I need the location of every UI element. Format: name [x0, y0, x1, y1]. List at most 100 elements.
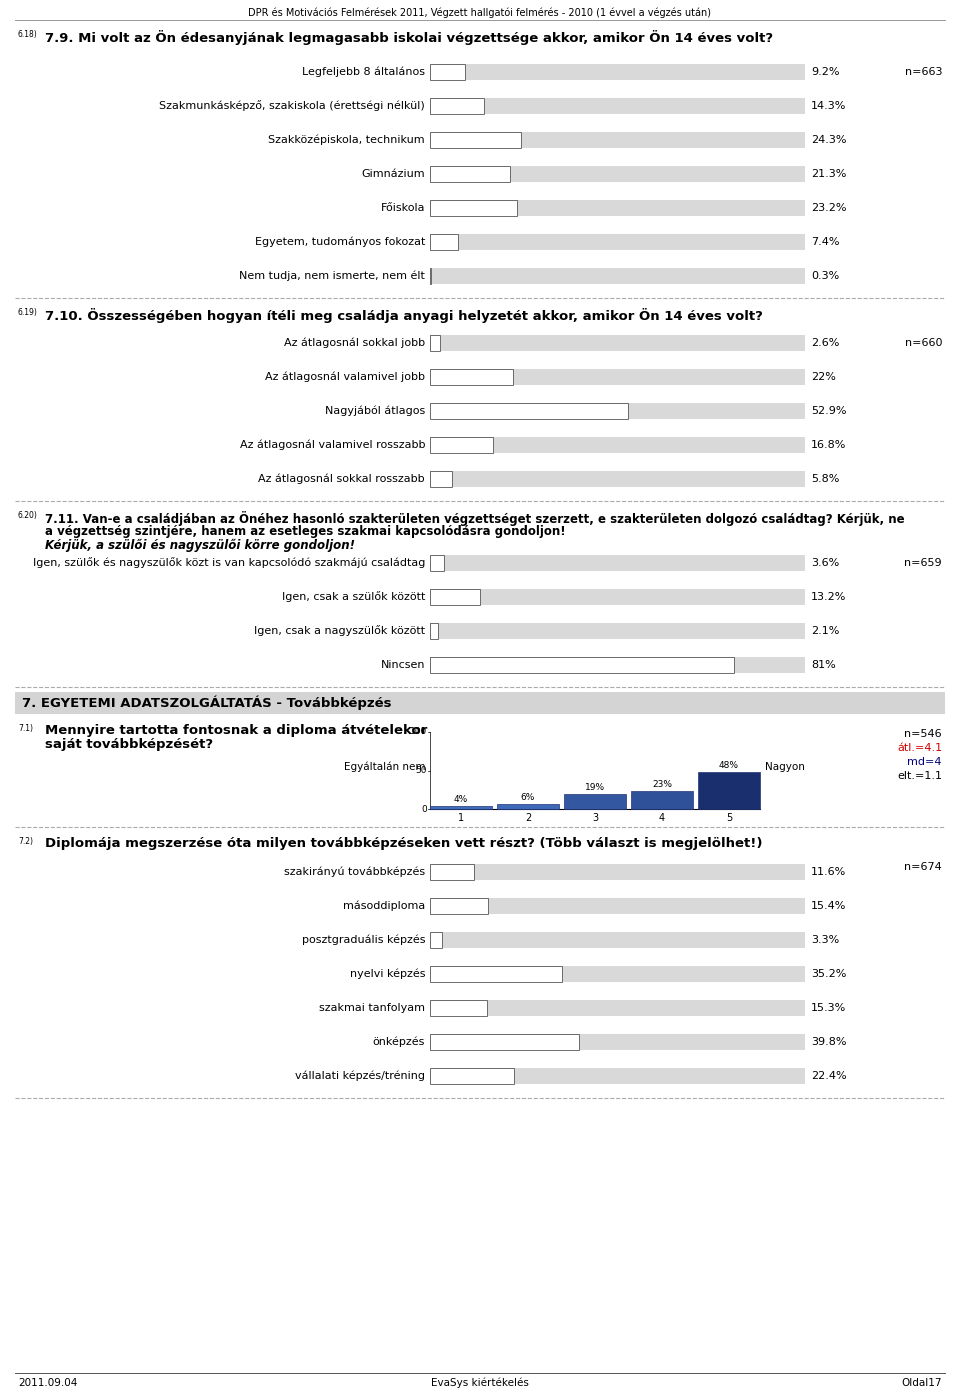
Bar [430, 1000, 488, 1016]
Bar [430, 437, 805, 453]
Text: 13.2%: 13.2% [811, 591, 847, 603]
Text: 6.18): 6.18) [18, 31, 37, 39]
Bar [430, 268, 431, 285]
Bar [430, 589, 805, 605]
Text: 21.3%: 21.3% [811, 169, 847, 179]
Bar [430, 370, 513, 385]
Text: Egyáltalán nem: Egyáltalán nem [344, 762, 425, 771]
Text: n=546: n=546 [904, 730, 942, 739]
Text: Egyetem, tudományos fokozat: Egyetem, tudományos fokozat [254, 237, 425, 247]
Text: EvaSys kiértékelés: EvaSys kiértékelés [431, 1378, 529, 1388]
Text: n=674: n=674 [904, 862, 942, 872]
Bar [430, 932, 443, 949]
Bar [430, 657, 805, 672]
Bar [698, 771, 760, 809]
Text: Igen, csak a szülők között: Igen, csak a szülők között [281, 591, 425, 603]
Text: md=4: md=4 [907, 757, 942, 767]
Bar [430, 199, 517, 216]
Text: Mennyire tartotta fontosnak a diploma átvételekor: Mennyire tartotta fontosnak a diploma át… [45, 724, 427, 737]
Text: posztgraduális képzés: posztgraduális képzés [301, 935, 425, 946]
Bar [430, 133, 521, 148]
Text: 22%: 22% [811, 372, 836, 382]
Text: 6.19): 6.19) [18, 308, 37, 317]
Bar [631, 791, 693, 809]
Text: önképzés: önképzés [372, 1036, 425, 1048]
Text: Oldal17: Oldal17 [901, 1378, 942, 1388]
Bar [430, 1034, 805, 1050]
Bar [497, 805, 559, 809]
Text: Kérjük, a szülői és nagyszülői körre gondoljon!: Kérjük, a szülői és nagyszülői körre gon… [45, 538, 355, 552]
Bar [430, 64, 805, 80]
Text: másoddiploma: másoddiploma [343, 901, 425, 911]
Text: átl.=4.1: átl.=4.1 [897, 744, 942, 753]
Text: 9.2%: 9.2% [811, 67, 839, 77]
Bar [430, 589, 479, 605]
Text: 7.10. Összességében hogyan ítéli meg családja anyagi helyzetét akkor, amikor Ön : 7.10. Összességében hogyan ítéli meg csa… [45, 308, 763, 324]
Bar [430, 657, 733, 672]
Text: 7.4%: 7.4% [811, 237, 839, 247]
Text: 23%: 23% [652, 780, 672, 790]
Bar [430, 199, 805, 216]
Text: 3.6%: 3.6% [811, 558, 839, 568]
Bar [430, 64, 465, 80]
Bar [430, 1069, 805, 1084]
Text: Legfeljebb 8 általános: Legfeljebb 8 általános [302, 67, 425, 77]
Text: 7.1): 7.1) [18, 724, 33, 732]
Text: Gimnázium: Gimnázium [361, 169, 425, 179]
Bar [430, 403, 629, 418]
Text: 19%: 19% [585, 784, 605, 792]
Text: n=659: n=659 [904, 558, 942, 568]
Text: saját továbbképzését?: saját továbbképzését? [45, 738, 213, 751]
Bar [430, 864, 473, 880]
Text: 3: 3 [592, 813, 598, 823]
Text: 15.3%: 15.3% [811, 1003, 847, 1013]
Text: elt.=1.1: elt.=1.1 [897, 771, 942, 781]
Text: 4%: 4% [454, 795, 468, 804]
Bar [430, 806, 492, 809]
Text: Az átlagosnál valamivel jobb: Az átlagosnál valamivel jobb [265, 371, 425, 382]
Bar [430, 1000, 805, 1016]
Text: 15.4%: 15.4% [811, 901, 847, 911]
Text: 7.2): 7.2) [18, 837, 33, 845]
Text: Főiskola: Főiskola [380, 204, 425, 213]
Bar [430, 898, 805, 914]
Bar [564, 794, 626, 809]
Text: 7.11. Van-e a családjában az Önéhez hasonló szakterületen végzettséget szerzett,: 7.11. Van-e a családjában az Önéhez haso… [45, 511, 904, 526]
Bar [430, 555, 444, 571]
Bar [430, 437, 493, 453]
Text: 2.1%: 2.1% [811, 626, 839, 636]
Bar [430, 166, 805, 181]
Text: 0: 0 [421, 805, 427, 813]
Bar [430, 472, 452, 487]
Text: 16.8%: 16.8% [811, 439, 847, 451]
Bar [430, 133, 805, 148]
Bar [430, 98, 805, 114]
Text: Igen, szülők és nagyszülők közt is van kapcsolódó szakmájú családtag: Igen, szülők és nagyszülők közt is van k… [33, 558, 425, 569]
Bar [15, 692, 945, 714]
Bar [430, 370, 805, 385]
Bar [430, 335, 440, 352]
Text: 24.3%: 24.3% [811, 135, 847, 145]
Text: 2.6%: 2.6% [811, 338, 839, 347]
Text: DPR és Motivációs Felmérések 2011, Végzett hallgatói felmérés - 2010 (1 évvel a : DPR és Motivációs Felmérések 2011, Végze… [249, 8, 711, 18]
Text: 50: 50 [416, 766, 427, 776]
Text: 5.8%: 5.8% [811, 474, 839, 484]
Bar [430, 472, 805, 487]
Bar [430, 932, 805, 949]
Bar [430, 403, 805, 418]
Bar [430, 1069, 514, 1084]
Text: Nagyon: Nagyon [765, 762, 804, 771]
Text: 52.9%: 52.9% [811, 406, 847, 416]
Text: Nagyjából átlagos: Nagyjából átlagos [324, 406, 425, 416]
Text: nyelvi képzés: nyelvi képzés [349, 968, 425, 979]
Bar [430, 234, 805, 250]
Text: szakmai tanfolyam: szakmai tanfolyam [319, 1003, 425, 1013]
Text: 48%: 48% [719, 762, 739, 770]
Bar [430, 898, 488, 914]
Bar [430, 555, 805, 571]
Bar [430, 234, 458, 250]
Text: 1: 1 [458, 813, 464, 823]
Bar [430, 965, 562, 982]
Text: vállalati képzés/tréning: vállalati képzés/tréning [295, 1071, 425, 1081]
Bar [430, 166, 510, 181]
